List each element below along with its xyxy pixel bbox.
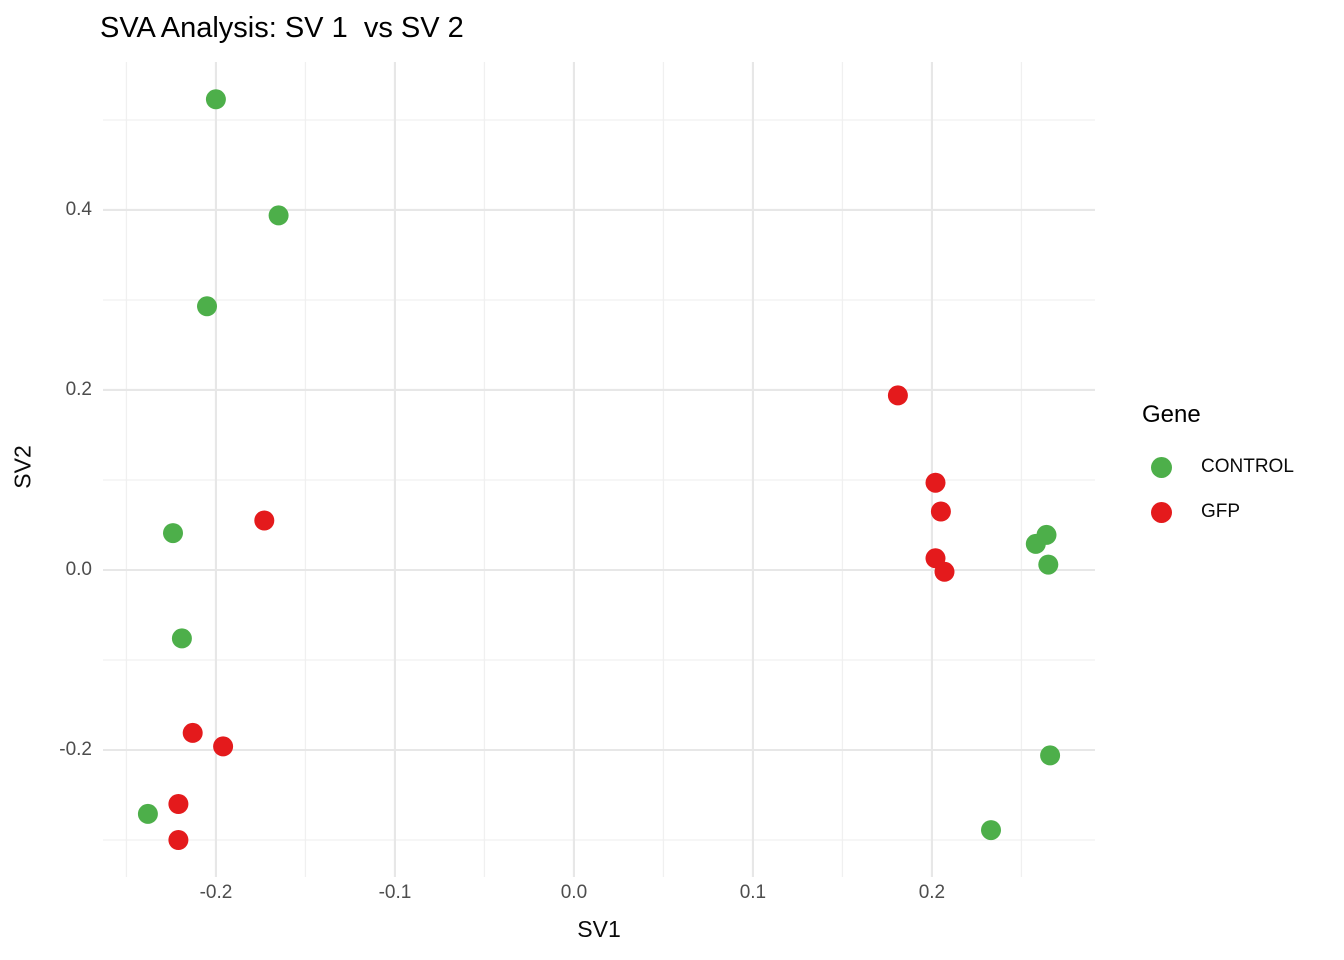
x-axis-title: SV1 [577,916,621,942]
data-point-gfp [182,722,203,743]
legend-item-control: CONTROL [1151,446,1294,488]
data-point-control [137,803,158,824]
data-point-gfp [168,794,189,814]
y-tick-label: 0.0 [65,558,92,580]
legend-swatch-gfp-icon [1151,501,1172,523]
data-point-control [1040,745,1061,766]
legend-item-gfp: GFP [1151,491,1240,533]
y-tick-label: 0.2 [65,378,92,400]
data-point-control [171,628,192,649]
x-tick-label: -0.1 [378,882,412,903]
legend-label-control: CONTROL [1201,456,1294,477]
x-tick-label: -0.2 [199,882,233,903]
data-point-control [205,89,226,110]
data-point-gfp [925,472,946,493]
x-tick-label: 0.2 [918,882,946,903]
x-tick-label: 0.0 [560,882,588,903]
data-point-gfp [934,561,955,582]
data-point-control [163,523,183,544]
data-point-control [1036,524,1057,545]
plot-title: SVA Analysis: SV 1 vs SV 2 [100,12,464,44]
data-point-gfp [254,510,275,531]
data-point-gfp [887,385,908,406]
data-point-control [197,296,217,317]
y-axis-title: SV2 [9,445,36,489]
data-point-gfp [930,501,951,522]
y-tick-label: 0.4 [65,198,92,220]
data-point-gfp [168,830,189,850]
legend-swatch-control-icon [1151,456,1172,478]
data-point-control [981,820,1001,841]
y-tick-label: -0.2 [59,739,92,760]
data-point-control [1038,554,1059,575]
data-point-gfp [213,736,234,757]
x-tick-label: 0.1 [739,882,767,903]
data-point-control [268,205,289,226]
legend-title: Gene [1142,401,1201,428]
legend-label-gfp: GFP [1201,501,1241,522]
